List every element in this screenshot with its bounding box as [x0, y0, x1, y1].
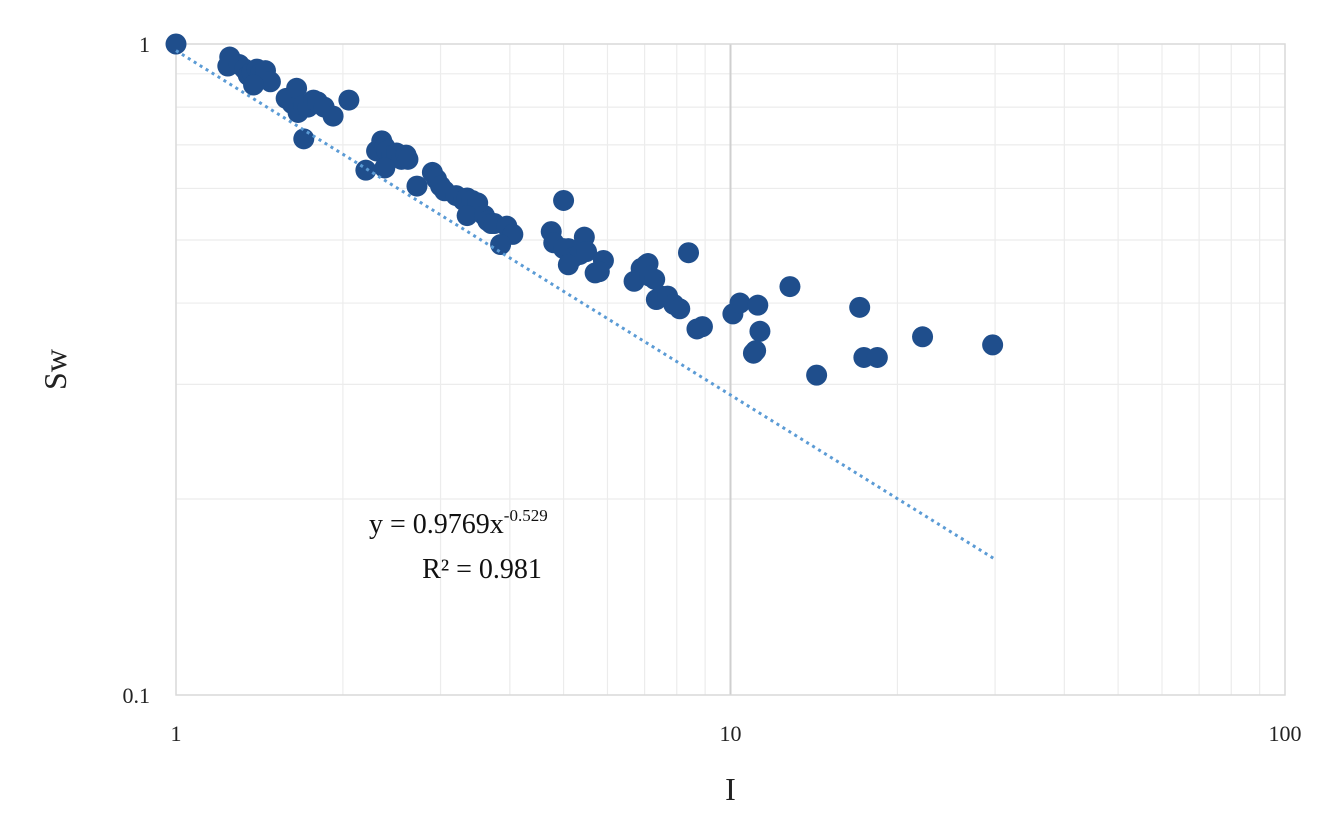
data-points [165, 33, 1004, 386]
x-tick-label: 1 [171, 721, 182, 746]
data-point [745, 340, 767, 362]
data-point [982, 334, 1004, 356]
y-tick-label: 0.1 [123, 683, 151, 708]
data-point [557, 254, 579, 276]
data-point [243, 74, 265, 96]
data-point [849, 296, 871, 318]
data-point [749, 320, 771, 342]
data-point [644, 268, 666, 290]
y-axis-title: Sw [37, 349, 73, 390]
data-point [576, 241, 598, 263]
data-point [729, 292, 751, 314]
data-point [912, 326, 934, 348]
data-point [293, 128, 315, 150]
data-point [259, 71, 281, 93]
data-point [747, 294, 769, 316]
data-point [669, 298, 691, 320]
power-trendline [175, 49, 996, 561]
x-axis-tick-labels: 1 10 100 [171, 721, 1302, 746]
data-point [322, 105, 344, 127]
equation-exponent: -0.529 [504, 506, 548, 525]
plot-area-frame [175, 43, 1286, 696]
data-point [374, 157, 396, 179]
x-tick-label: 100 [1269, 721, 1302, 746]
data-point [286, 77, 308, 99]
data-point [866, 346, 888, 368]
y-tick-label: 1 [139, 32, 150, 57]
data-point [779, 276, 801, 298]
data-point [456, 205, 478, 227]
x-axis-title: I [725, 771, 736, 807]
r-squared-label: R² = 0.981 [422, 554, 542, 585]
data-point [678, 242, 700, 264]
trendline-equation: y = 0.9769x-0.529 [369, 506, 548, 540]
y-axis-tick-labels: 0.11 [123, 32, 151, 708]
data-point [806, 364, 828, 386]
data-point [553, 189, 575, 211]
data-point [397, 148, 419, 170]
data-point [691, 316, 713, 338]
data-point [165, 33, 187, 55]
data-point [588, 261, 610, 283]
x-tick-label: 10 [720, 721, 742, 746]
data-point [490, 234, 512, 256]
data-point [406, 175, 428, 197]
data-point [338, 89, 360, 111]
equation-main: y = 0.9769x [369, 509, 504, 540]
